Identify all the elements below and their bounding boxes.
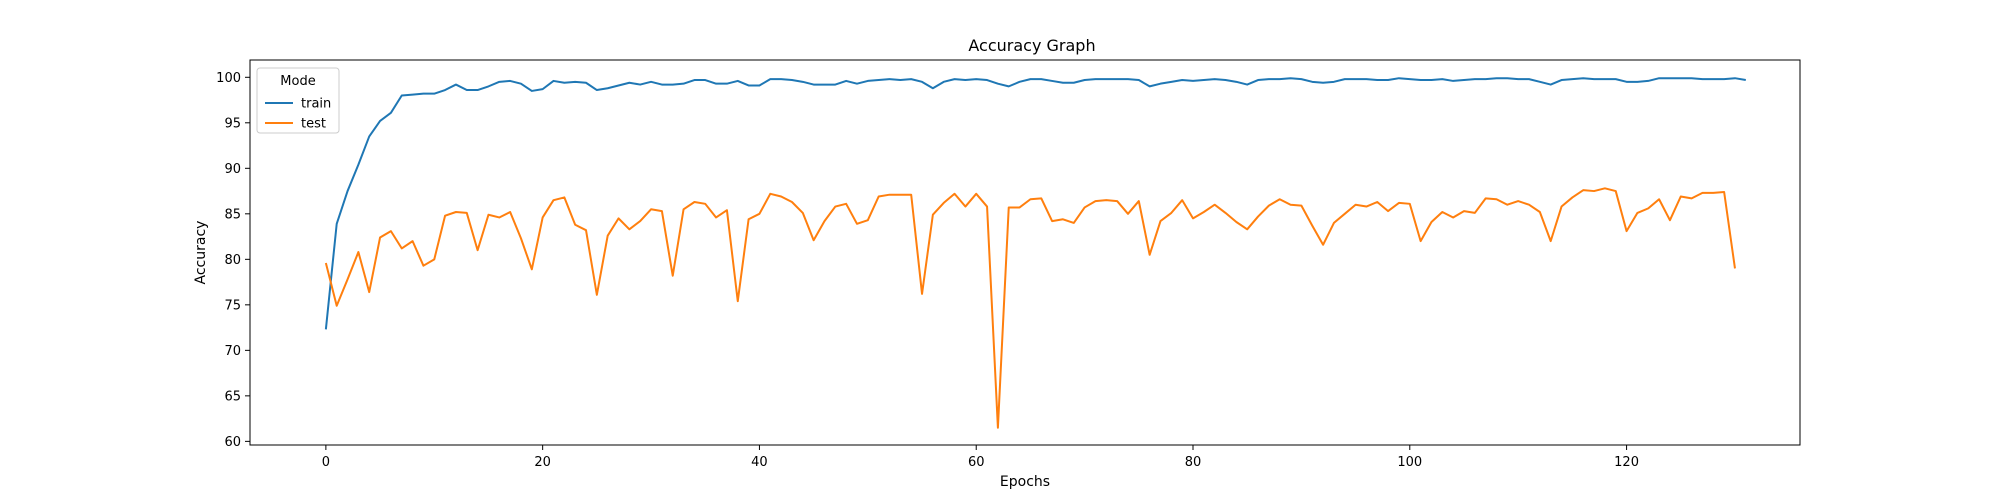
y-tick-label: 70 [224, 344, 241, 359]
x-axis-title: Epochs [1000, 474, 1050, 490]
y-tick-label: 100 [216, 71, 241, 86]
chart-title: Accuracy Graph [968, 36, 1095, 55]
x-tick-label: 100 [1397, 455, 1422, 470]
y-axis-title: Accuracy [193, 221, 209, 285]
series-line-test [324, 187, 1736, 429]
x-tick-label: 60 [968, 455, 985, 470]
y-tick-label: 75 [224, 298, 241, 313]
x-tick-label: 120 [1614, 455, 1639, 470]
series-line-train [324, 77, 1746, 330]
y-tick-label: 85 [224, 207, 241, 222]
x-tick-label: 20 [534, 455, 551, 470]
legend: Mode train test [256, 67, 340, 134]
x-tick-label: 40 [751, 455, 768, 470]
y-tick-label: 60 [224, 435, 241, 450]
legend-box [256, 67, 340, 134]
y-tick-label: 90 [224, 162, 241, 177]
legend-label-test: test [301, 117, 326, 132]
x-tick-label: 0 [322, 455, 330, 470]
x-tick-label: 80 [1185, 455, 1202, 470]
y-tick-label: 80 [224, 253, 241, 268]
legend-title: Mode [280, 74, 315, 89]
plot-frame [249, 59, 1801, 446]
y-tick-label: 65 [224, 389, 241, 404]
y-tick-label: 95 [224, 116, 241, 131]
legend-label-train: train [301, 97, 331, 112]
